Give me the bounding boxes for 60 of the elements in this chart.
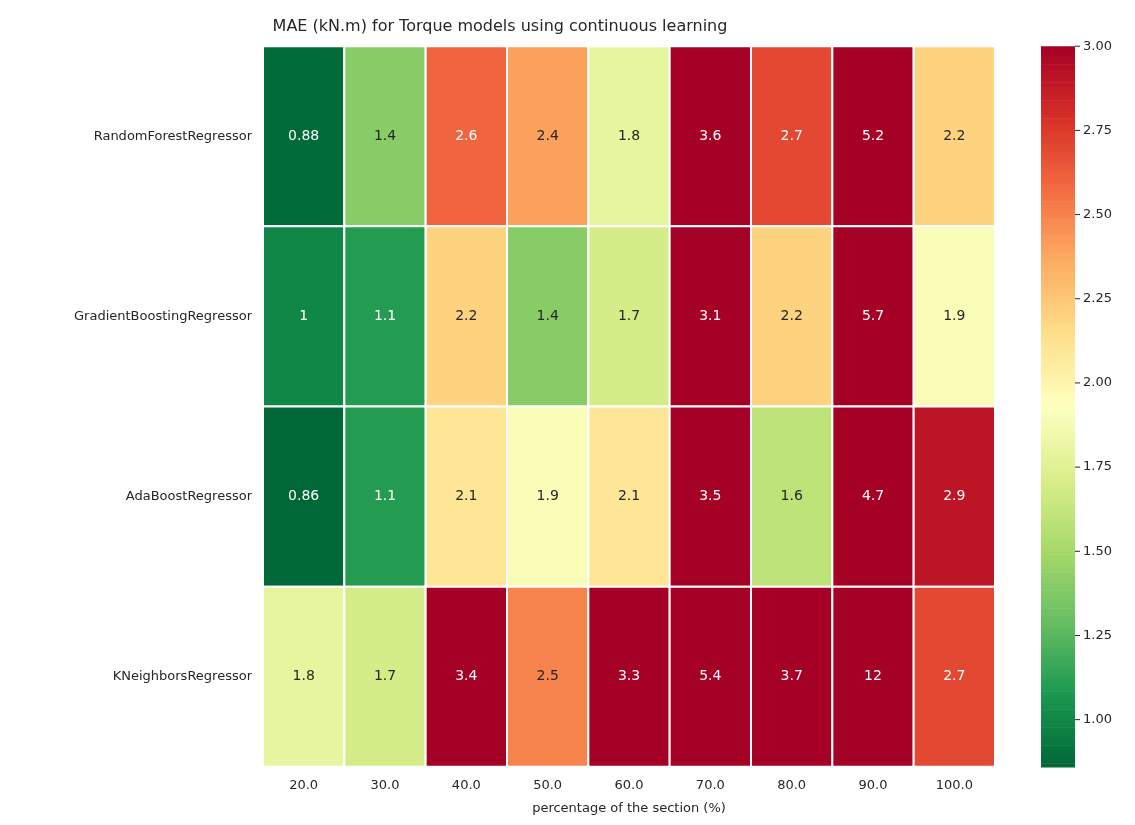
data-label: 2.2 — [943, 126, 966, 143]
data-label: 4.7 — [861, 487, 885, 504]
color-bar-label: 2.50 — [1083, 205, 1112, 221]
data-label: 3.5 — [699, 487, 722, 504]
data-label: 2.7 — [780, 126, 803, 143]
y-tick-label: RandomForestRegressor — [93, 127, 253, 143]
data-label: 3.7 — [780, 667, 803, 684]
data-label: 1.6 — [780, 487, 803, 504]
data-label: 1.1 — [373, 307, 397, 324]
x-tick-label: 60.0 — [614, 776, 644, 792]
data-label: 2.2 — [455, 307, 478, 324]
chart-title: MAE (kN.m) for Torque models using continuous learning — [272, 15, 728, 35]
data-label: 0.86 — [288, 487, 320, 504]
data-label: 3.4 — [455, 667, 478, 684]
data-label: 5.2 — [861, 126, 885, 143]
x-tick-label: 80.0 — [777, 776, 807, 792]
data-label: 1.9 — [943, 307, 966, 324]
data-label: 2.4 — [536, 126, 559, 143]
data-label: 0.88 — [288, 126, 320, 143]
data-label: 1.7 — [373, 667, 397, 684]
data-label: 1.9 — [536, 487, 559, 504]
y-tick-label: KNeighborsRegressor — [112, 668, 253, 684]
x-tick-label: 40.0 — [451, 776, 481, 792]
x-axis-title: percentage of the section (%) — [532, 799, 726, 815]
x-tick-label: 20.0 — [289, 776, 319, 792]
x-tick-label: 50.0 — [533, 776, 563, 792]
data-label: 3.1 — [699, 307, 722, 324]
data-label: 1.4 — [373, 126, 397, 143]
x-tick-label: 100.0 — [935, 776, 973, 792]
data-label: 3.3 — [617, 667, 641, 684]
data-label: 2.1 — [455, 487, 478, 504]
color-bar-label: 1.75 — [1083, 458, 1112, 474]
color-bar-label: 2.75 — [1083, 121, 1112, 137]
data-label: 12 — [864, 667, 882, 684]
data-label: 2.9 — [943, 487, 966, 504]
y-tick-label: AdaBoostRegressor — [125, 487, 253, 503]
data-label: 1.8 — [617, 126, 641, 143]
data-label: 2.1 — [617, 487, 641, 504]
data-label: 2.7 — [943, 667, 966, 684]
color-bar-label: 3.00 — [1083, 37, 1112, 53]
color-bar-label: 1.50 — [1083, 542, 1112, 558]
color-bar-label: 1.00 — [1083, 711, 1112, 727]
data-label: 1.7 — [617, 307, 641, 324]
data-label: 3.6 — [699, 126, 722, 143]
data-label: 5.7 — [861, 307, 885, 324]
data-label: 5.4 — [699, 667, 722, 684]
color-bar-label: 1.25 — [1083, 626, 1112, 642]
data-label: 2.5 — [536, 667, 559, 684]
color-bar-label: 2.25 — [1083, 290, 1112, 306]
x-tick-label: 30.0 — [370, 776, 400, 792]
data-label: 1.1 — [373, 487, 397, 504]
data-label: 1.8 — [292, 667, 315, 684]
data-label: 1.4 — [536, 307, 559, 324]
data-label: 2.6 — [455, 126, 478, 143]
data-label: 1 — [299, 307, 309, 324]
x-tick-label: 90.0 — [858, 776, 888, 792]
data-label: 2.2 — [780, 307, 803, 324]
y-tick-label: GradientBoostingRegressor — [74, 307, 253, 323]
color-bar-label: 2.00 — [1083, 374, 1112, 390]
x-tick-label: 70.0 — [695, 776, 725, 792]
